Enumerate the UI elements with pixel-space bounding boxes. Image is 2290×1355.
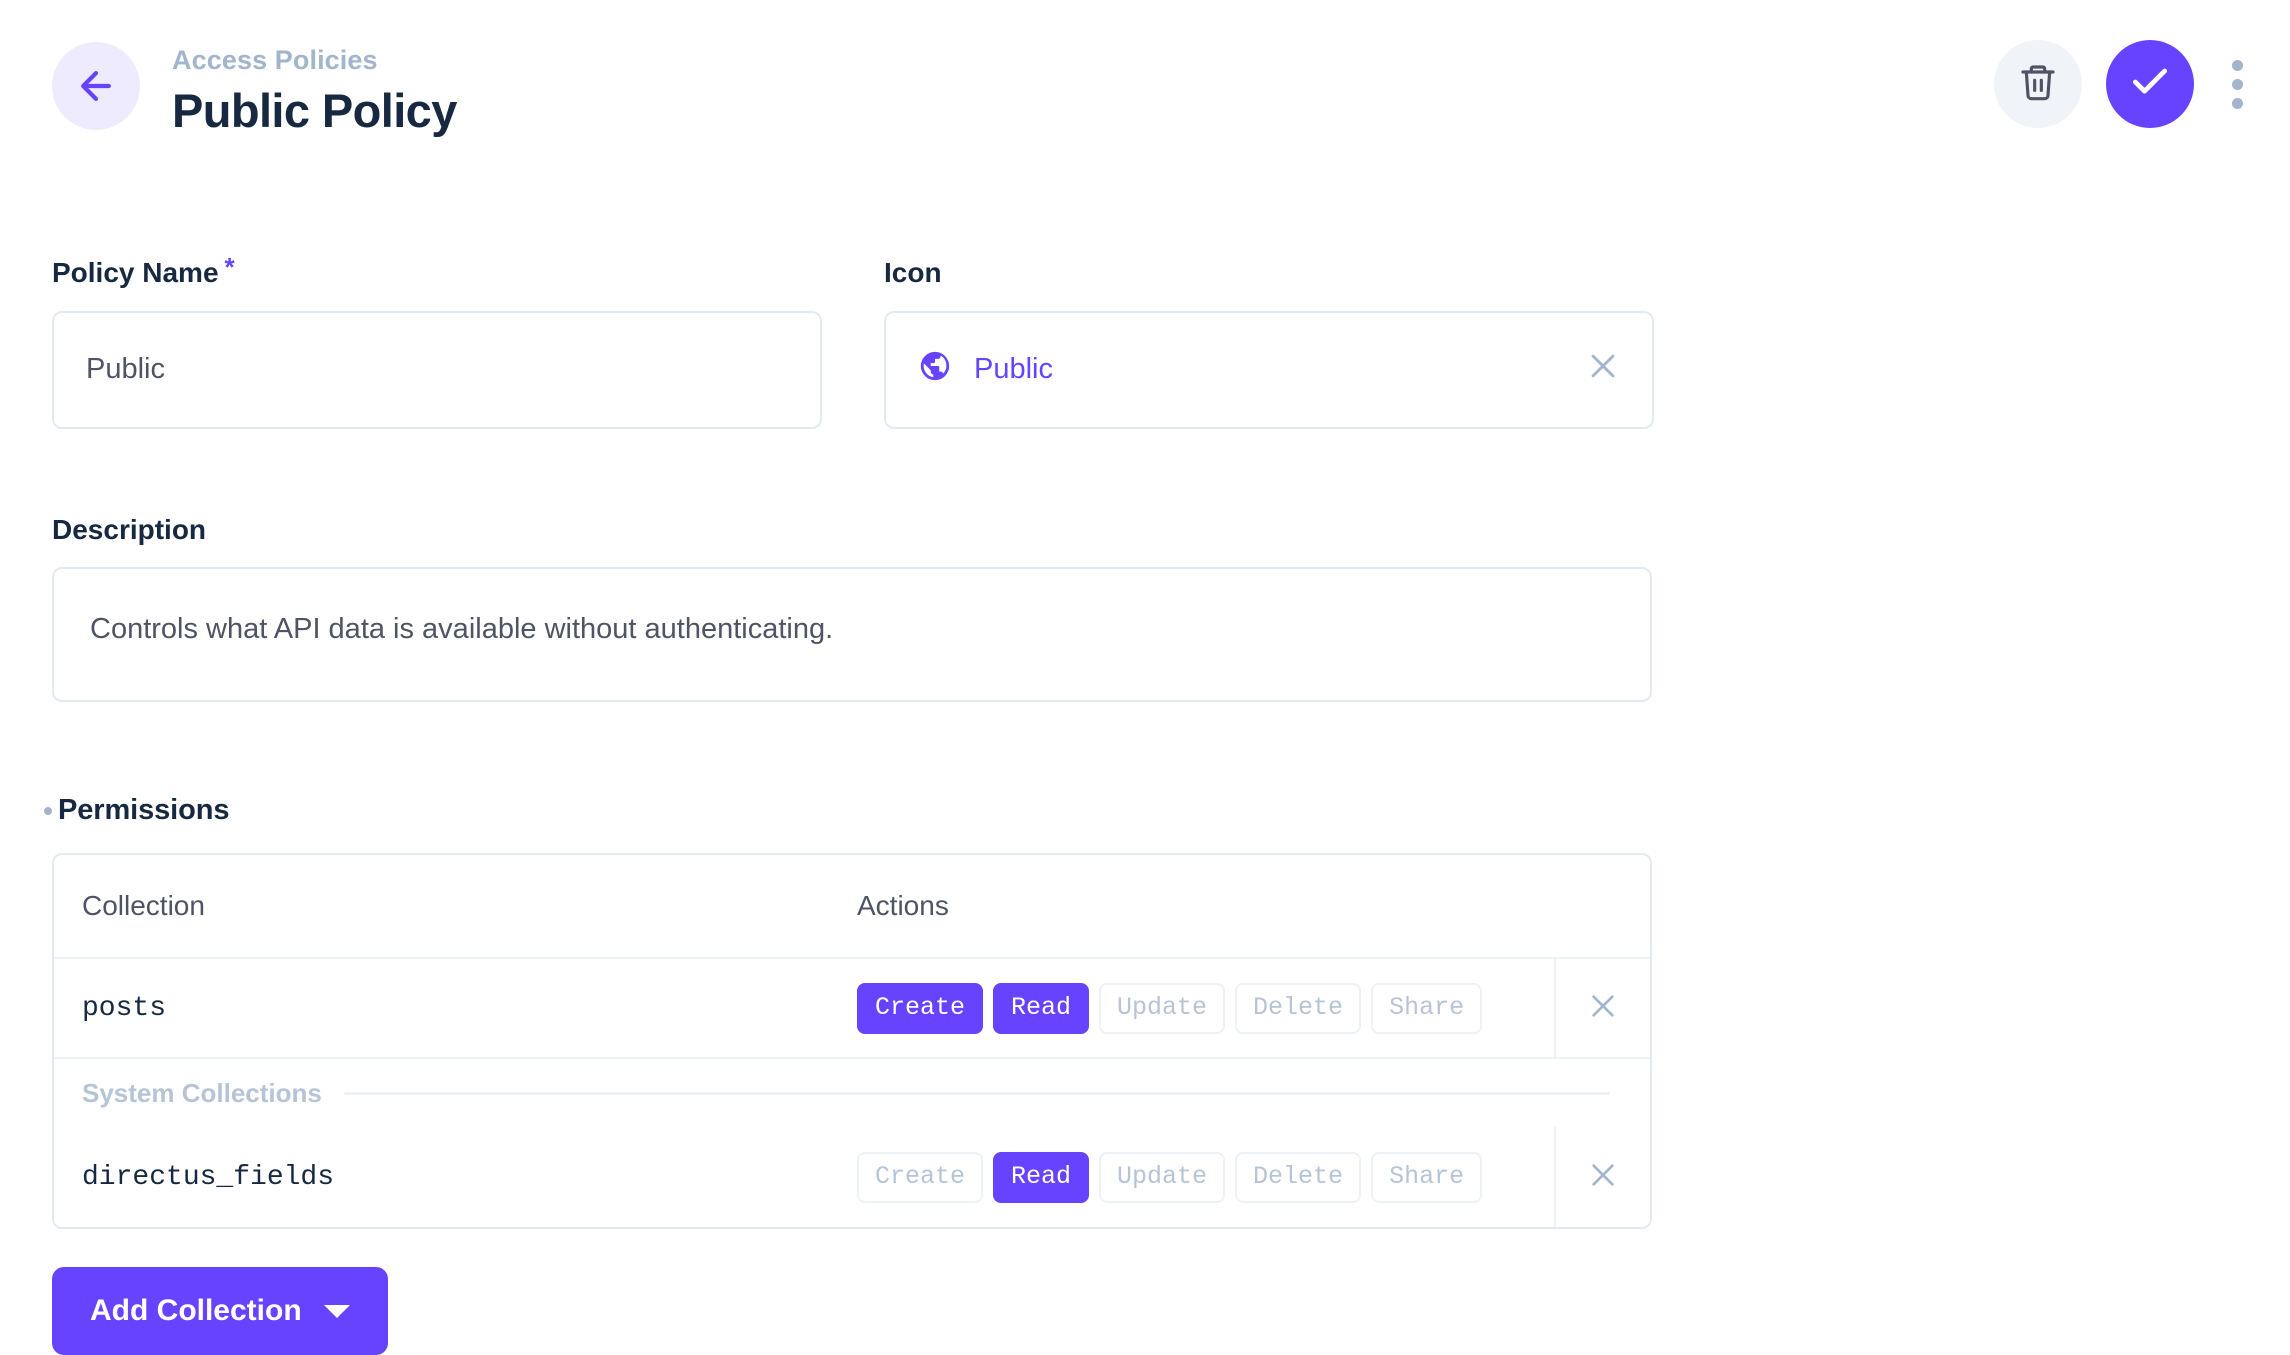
add-collection-button[interactable]: Add Collection: [52, 1267, 388, 1355]
actions-cell: Create Read Update Delete Share: [857, 982, 1554, 1034]
system-collections-label: System Collections: [82, 1077, 322, 1108]
action-badge-update[interactable]: Update: [1099, 982, 1226, 1034]
trash-icon: [2018, 62, 2058, 107]
icon-value-label: Public: [974, 353, 1053, 386]
clear-icon-button[interactable]: [1586, 349, 1620, 391]
remove-row-button[interactable]: [1554, 1127, 1650, 1228]
action-badge-read[interactable]: Read: [993, 982, 1090, 1034]
page-header: Access Policies Public Policy: [0, 0, 2290, 172]
policy-name-input[interactable]: Public: [52, 310, 822, 429]
action-badge-delete[interactable]: Delete: [1235, 982, 1362, 1034]
table-header: Collection Actions: [54, 855, 1650, 960]
add-collection-label: Add Collection: [90, 1294, 302, 1328]
section-bullet-icon: [44, 806, 52, 815]
action-badge-create[interactable]: Create: [857, 982, 984, 1034]
icon-select[interactable]: Public: [884, 310, 1654, 429]
close-icon: [1587, 990, 1619, 1027]
icon-field: Icon Public: [884, 256, 1654, 429]
actions-cell: Create Read Update Delete Share: [857, 1151, 1554, 1203]
system-collections-divider: System Collections: [54, 1059, 1650, 1127]
description-input[interactable]: Controls what API data is available with…: [52, 567, 1652, 703]
breadcrumb[interactable]: Access Policies: [172, 45, 378, 75]
back-button[interactable]: [52, 42, 140, 130]
divider-line: [343, 1091, 1610, 1095]
icon-label: Icon: [884, 257, 942, 288]
save-button[interactable]: [2106, 40, 2194, 128]
chevron-down-icon: [323, 1304, 350, 1318]
table-row: posts Create Read Update Delete Share: [54, 958, 1650, 1060]
permissions-table: Collection Actions posts Create Read Upd…: [52, 853, 1652, 1230]
description-label: Description: [52, 513, 207, 545]
header-actions: [1994, 40, 2252, 128]
column-header-collection: Collection: [82, 890, 205, 922]
remove-row-button[interactable]: [1554, 958, 1650, 1059]
table-row: directus_fields Create Read Update Delet…: [54, 1127, 1650, 1228]
description-field: Description Controls what API data is av…: [52, 513, 2238, 703]
permissions-section: Permissions Collection Actions posts Cre…: [44, 794, 2238, 1355]
kebab-dot: [2231, 97, 2243, 109]
action-badge-delete[interactable]: Delete: [1235, 1151, 1362, 1203]
kebab-dot: [2231, 78, 2243, 90]
icon-value: Public: [918, 349, 1053, 391]
check-icon: [2128, 60, 2172, 109]
action-badge-update[interactable]: Update: [1099, 1151, 1226, 1203]
policy-name-label-text: Policy Name: [52, 257, 219, 288]
permissions-heading-text: Permissions: [58, 794, 230, 827]
kebab-dot: [2231, 59, 2243, 71]
form-area: Policy Name * Public Icon Public: [0, 252, 2290, 1355]
action-badge-create[interactable]: Create: [857, 1151, 984, 1203]
name-and-icon-row: Policy Name * Public Icon Public: [52, 252, 2238, 429]
required-asterisk: *: [224, 252, 235, 282]
close-icon: [1587, 1159, 1619, 1196]
column-header-actions: Actions: [857, 890, 949, 922]
title-block: Access Policies Public Policy: [172, 38, 457, 141]
collection-name[interactable]: directus_fields: [82, 1161, 335, 1193]
close-icon: [1586, 349, 1620, 391]
collection-name[interactable]: posts: [82, 992, 167, 1024]
action-badge-share[interactable]: Share: [1371, 1151, 1483, 1203]
public-globe-icon: [918, 349, 952, 391]
action-badge-share[interactable]: Share: [1371, 982, 1483, 1034]
delete-button[interactable]: [1994, 40, 2082, 128]
more-options-button[interactable]: [2222, 40, 2252, 128]
policy-name-label: Policy Name *: [52, 252, 822, 290]
page-title: Public Policy: [172, 84, 457, 138]
policy-name-field: Policy Name * Public: [52, 252, 822, 429]
permissions-heading: Permissions: [44, 794, 2238, 827]
action-badge-read[interactable]: Read: [993, 1151, 1090, 1203]
arrow-left-icon: [74, 64, 118, 108]
